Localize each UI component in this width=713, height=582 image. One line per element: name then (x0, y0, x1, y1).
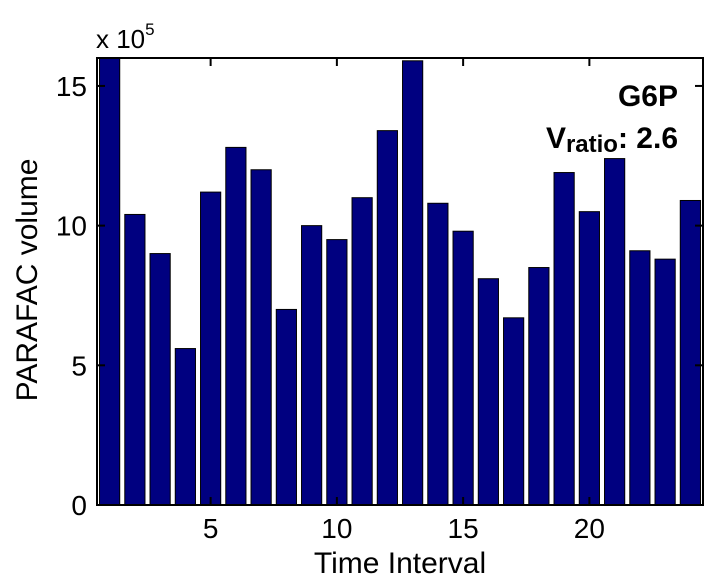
x-axis-label: Time Interval (314, 547, 486, 580)
x-tick-label-15: 15 (448, 513, 479, 544)
bar-17 (503, 317, 525, 506)
x-tick-label-5: 5 (203, 513, 219, 544)
bar-20 (578, 211, 600, 506)
bar-11 (351, 197, 373, 506)
x-tick-label-10: 10 (321, 513, 352, 544)
bar-14 (427, 202, 449, 506)
y-tick-label-0: 0 (71, 490, 87, 521)
annotation-ratio: Vratio: 2.6 (546, 122, 678, 158)
plot-frame (96, 57, 704, 506)
bar-2 (124, 213, 146, 506)
y-axis-label: PARAFAC volume (11, 159, 44, 402)
bar-21 (604, 158, 626, 506)
bar-16 (477, 278, 499, 506)
y-tick-label-15: 15 (56, 71, 87, 102)
bar-3 (149, 253, 171, 506)
bar-6 (225, 146, 247, 506)
bar-7 (250, 169, 272, 506)
bar-10 (326, 239, 348, 506)
bar-15 (452, 230, 474, 506)
bar-13 (402, 60, 424, 506)
bars-group (99, 57, 701, 506)
bar-22 (629, 250, 651, 506)
bar-1 (99, 57, 121, 506)
y-multiplier: x 105 (96, 20, 155, 54)
y-ticks: 0 5 10 15 (56, 71, 703, 521)
bar-24 (679, 199, 701, 506)
x-tick-label-20: 20 (574, 513, 605, 544)
bar-23 (654, 258, 676, 506)
y-tick-label-5: 5 (71, 350, 87, 381)
bar-9 (301, 225, 323, 506)
x-ticks: 5 10 15 20 (203, 58, 605, 544)
bar-18 (528, 267, 550, 506)
bar-12 (376, 130, 398, 506)
bar-5 (200, 191, 222, 506)
bar-19 (553, 172, 575, 506)
bar-4 (174, 348, 196, 506)
bar-8 (275, 308, 297, 506)
annotation-name: G6P (618, 80, 678, 113)
y-tick-label-10: 10 (56, 211, 87, 242)
